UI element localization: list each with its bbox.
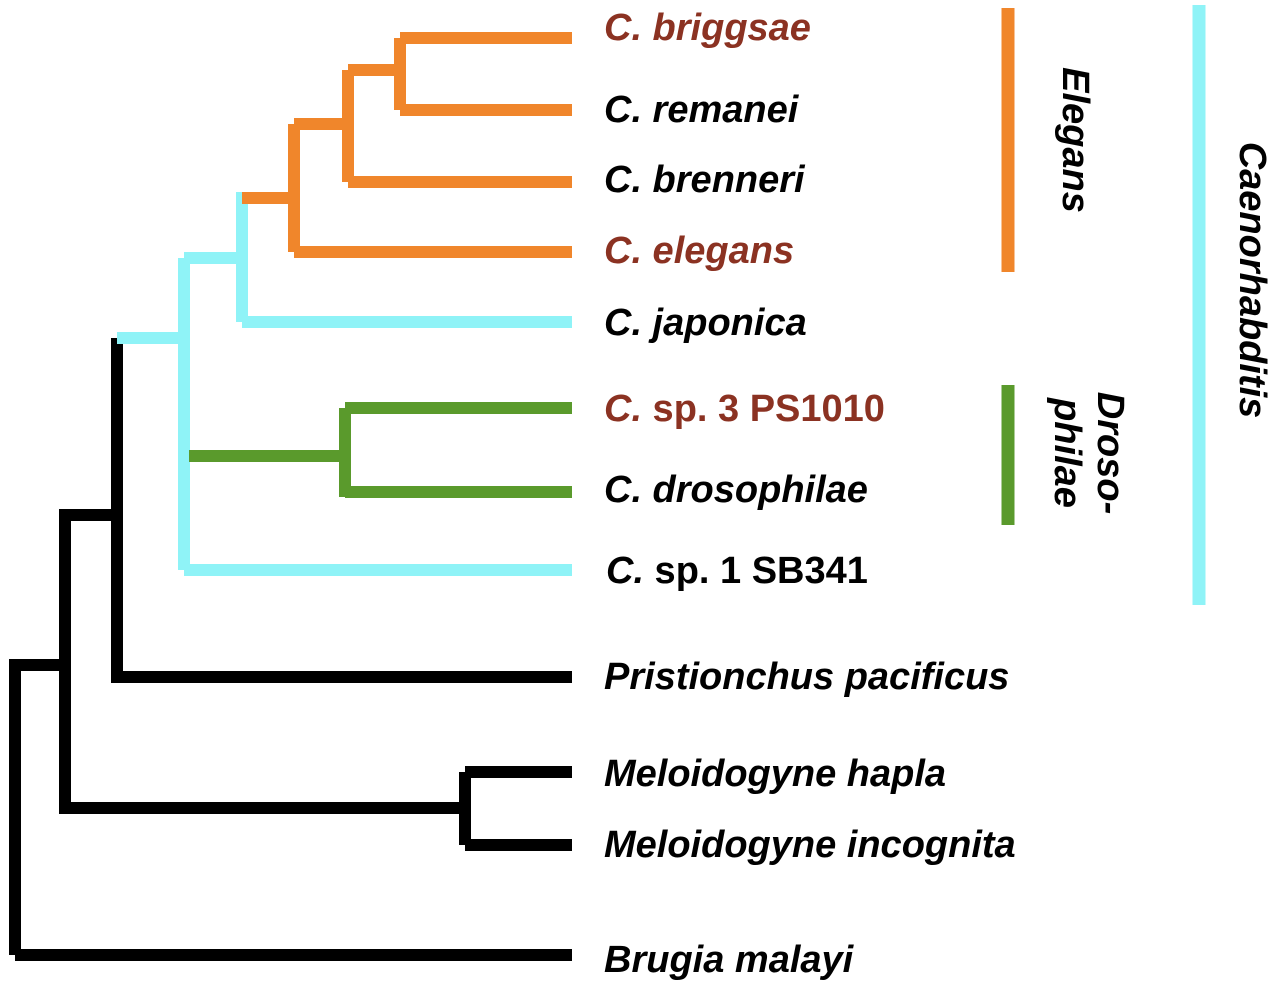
- taxon-label: C. sp. 3 PS1010: [604, 388, 885, 430]
- drosophilae-clade-label-line1: Droso-: [1089, 392, 1131, 514]
- taxon-label: Brugia malayi: [604, 939, 855, 981]
- tree-branch: [111, 515, 572, 683]
- taxon-genus: Meloidogyne: [604, 824, 836, 866]
- taxon-epithet: drosophilae: [642, 469, 868, 511]
- taxon-epithet: brenneri: [642, 159, 806, 201]
- drosophilae-clade-label-line2: philae: [1046, 397, 1088, 508]
- taxon-label: C. briggsae: [604, 7, 811, 49]
- taxon-genus: C.: [604, 388, 642, 430]
- elegans-clade-label: Elegans: [1054, 67, 1096, 213]
- taxon-genus: C.: [604, 89, 642, 131]
- taxon-epithet: elegans: [642, 230, 794, 272]
- taxon-epithet: remanei: [642, 89, 800, 131]
- taxon-epithet: briggsae: [642, 7, 811, 49]
- tree-branch: [9, 338, 123, 955]
- taxon-genus: Meloidogyne: [604, 753, 836, 795]
- taxon-genus: Brugia: [604, 939, 724, 981]
- taxon-label: C. drosophilae: [604, 469, 868, 511]
- taxon-label: C. remanei: [604, 89, 800, 131]
- taxon-genus: Pristionchus: [604, 656, 834, 698]
- taxon-epithet: hapla: [836, 753, 946, 795]
- taxon-epithet: pacificus: [834, 656, 1009, 698]
- taxon-label: Meloidogyne hapla: [604, 753, 946, 795]
- tree-branches: [9, 32, 572, 961]
- taxon-epithet: sp. 1 SB341: [644, 550, 868, 592]
- taxon-genus: C.: [604, 469, 642, 511]
- taxon-label: C. sp. 1 SB341: [606, 550, 868, 592]
- taxon-genus: C.: [604, 302, 642, 344]
- taxon-epithet: malayi: [724, 939, 854, 981]
- taxon-label: Meloidogyne incognita: [604, 824, 1016, 866]
- tree-branch: [59, 665, 465, 814]
- taxon-label: C. brenneri: [604, 159, 806, 201]
- taxon-genus: C.: [604, 230, 642, 272]
- taxon-genus: C.: [604, 159, 642, 201]
- taxon-label: C. japonica: [604, 302, 807, 344]
- taxon-genus: C.: [604, 7, 642, 49]
- taxon-genus: C.: [606, 550, 644, 592]
- caenorhabditis-clade-label: Caenorhabditis: [1231, 142, 1273, 419]
- taxon-label: C. elegans: [604, 230, 794, 272]
- taxon-epithet: sp. 3 PS1010: [642, 388, 885, 430]
- taxon-epithet: japonica: [642, 302, 807, 344]
- taxon-label: Pristionchus pacificus: [604, 656, 1009, 698]
- taxon-epithet: incognita: [836, 824, 1015, 866]
